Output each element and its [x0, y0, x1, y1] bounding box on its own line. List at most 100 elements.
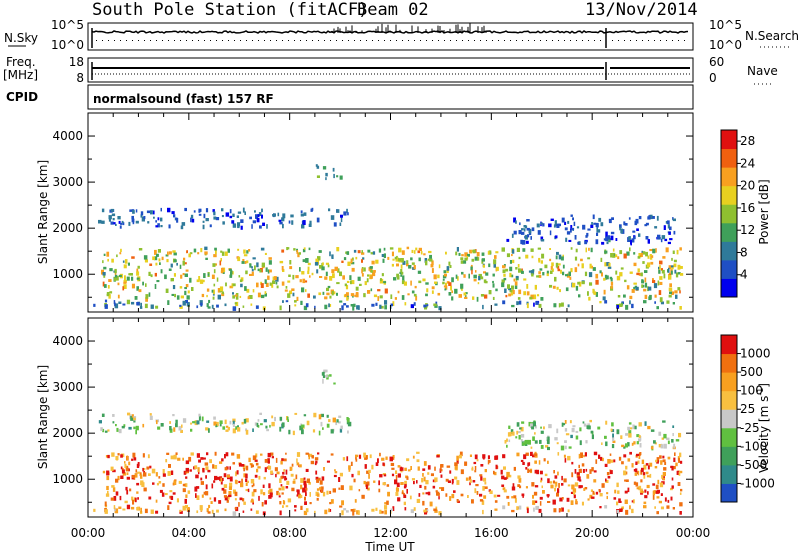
- velocity-echo-cell: [416, 498, 421, 503]
- power-echo-cell: [128, 273, 131, 276]
- power-echo-cell: [240, 277, 244, 282]
- power-echo-cell: [202, 279, 205, 283]
- power-echo-cell: [229, 215, 233, 219]
- power-echo-cell: [155, 220, 157, 223]
- velocity-echo-cell: [257, 419, 260, 422]
- velocity-echo-cell: [100, 427, 103, 431]
- power-echo-cell: [339, 222, 342, 226]
- velocity-echo-cell: [578, 464, 580, 468]
- velocity-echo-cell: [324, 509, 328, 515]
- velocity-echo-cell: [565, 433, 570, 436]
- velocity-echo-cell: [670, 487, 673, 491]
- velocity-echo-cell: [564, 440, 567, 443]
- velocity-echo-cell: [679, 502, 683, 507]
- velocity-echo-cell: [467, 495, 469, 498]
- velocity-echo-cell: [652, 490, 655, 496]
- velocity-echo-cell: [643, 464, 647, 470]
- velocity-echo-cell: [157, 426, 161, 430]
- power-echo-cell: [577, 281, 580, 285]
- power-echo-cell: [514, 281, 518, 286]
- velocity-echo-cell: [538, 460, 541, 465]
- power-echo-cell: [652, 280, 656, 283]
- power-echo-cell: [111, 258, 114, 263]
- power-echo-cell: [145, 294, 149, 299]
- velocity-echo-cell: [680, 488, 683, 492]
- velocity-echo-cell: [564, 445, 567, 450]
- velocity-echo-cell: [275, 457, 278, 463]
- power-echo-cell: [331, 269, 335, 274]
- power-echo-cell: [155, 225, 158, 228]
- velocity-echo-cell: [221, 487, 225, 491]
- velocity-echo-cell: [357, 470, 360, 476]
- velocity-echo-cell: [140, 507, 142, 513]
- power-echo-cell: [476, 296, 479, 302]
- velocity-echo-cell: [168, 464, 171, 468]
- power-echo-cell: [351, 280, 355, 285]
- velocity-echo-cell: [117, 453, 120, 456]
- velocity-echo-cell: [305, 492, 307, 497]
- power-echo-cell: [132, 220, 135, 225]
- velocity-echo-cell: [203, 491, 206, 495]
- power-echo-cell: [295, 275, 299, 279]
- power-echo-cell: [248, 249, 251, 252]
- velocity-echo-cell: [489, 490, 493, 494]
- time-tick-label: 00:00: [71, 526, 106, 540]
- power-echo-cell: [431, 290, 434, 294]
- velocity-echo-cell: [522, 442, 526, 446]
- power-echo-cell: [361, 252, 365, 255]
- velocity-echo-cell: [605, 441, 608, 447]
- power-echo-cell: [259, 269, 262, 273]
- velocity-echo-cell: [112, 421, 115, 424]
- power-echo-cell: [567, 220, 570, 224]
- velocity-echo-cell: [547, 501, 551, 503]
- velocity-echo-cell: [567, 455, 571, 461]
- velocity-echo-cell: [232, 420, 235, 426]
- power-echo-cell: [117, 282, 120, 286]
- power-echo-cell: [468, 273, 470, 279]
- velocity-echo-cell: [384, 510, 387, 515]
- power-echo-cell: [604, 250, 608, 254]
- power-echo-cell: [272, 214, 275, 217]
- velocity-echo-cell: [639, 443, 642, 448]
- power-echo-cell: [336, 282, 340, 285]
- velocity-echo-cell: [330, 429, 334, 434]
- power-echo-cell: [108, 279, 112, 282]
- power-echo-cell: [529, 296, 533, 300]
- velocity-echo-cell: [354, 499, 357, 503]
- velocity-echo-cell: [186, 507, 190, 512]
- velocity-echo-cell: [599, 506, 602, 509]
- velocity-echo-cell: [187, 490, 191, 494]
- power-echo-cell: [531, 273, 534, 277]
- power-echo-cell: [400, 269, 403, 273]
- power-echo-cell: [200, 302, 203, 307]
- power-echo-cell: [154, 249, 157, 255]
- power-echo-cell: [471, 269, 473, 275]
- velocity-echo-cell: [305, 508, 309, 513]
- power-echo-cell: [674, 269, 677, 274]
- power-echo-cell: [234, 302, 238, 305]
- power-echo-cell: [227, 248, 230, 253]
- velocity-echo-cell: [473, 461, 477, 465]
- velocity-echo-cell: [198, 459, 201, 463]
- velocity-echo-cell: [540, 480, 543, 483]
- velocity-echo-cell: [484, 486, 488, 489]
- power-echo-cell: [241, 261, 245, 264]
- power-echo-cell: [526, 303, 529, 309]
- velocity-echo-cell: [260, 489, 263, 495]
- velocity-echo-cell: [591, 434, 594, 440]
- power-echo-cell: [157, 223, 160, 228]
- velocity-echo-cell: [245, 465, 249, 471]
- power-echo-cell: [661, 268, 663, 271]
- power-echo-cell: [117, 216, 121, 220]
- nsearch-trace-dot: [288, 40, 289, 41]
- power-echo-cell: [540, 297, 544, 301]
- velocity-echo-cell: [417, 466, 420, 471]
- power-echo-cell: [633, 282, 637, 285]
- velocity-echo-cell: [644, 489, 647, 493]
- velocity-echo-cell: [570, 500, 574, 505]
- power-echo-cell: [550, 266, 553, 270]
- velocity-echo-cell: [572, 425, 576, 428]
- power-echo-cell: [180, 225, 184, 230]
- velocity-echo-cell: [657, 489, 660, 494]
- velocity-echo-cell: [494, 471, 497, 476]
